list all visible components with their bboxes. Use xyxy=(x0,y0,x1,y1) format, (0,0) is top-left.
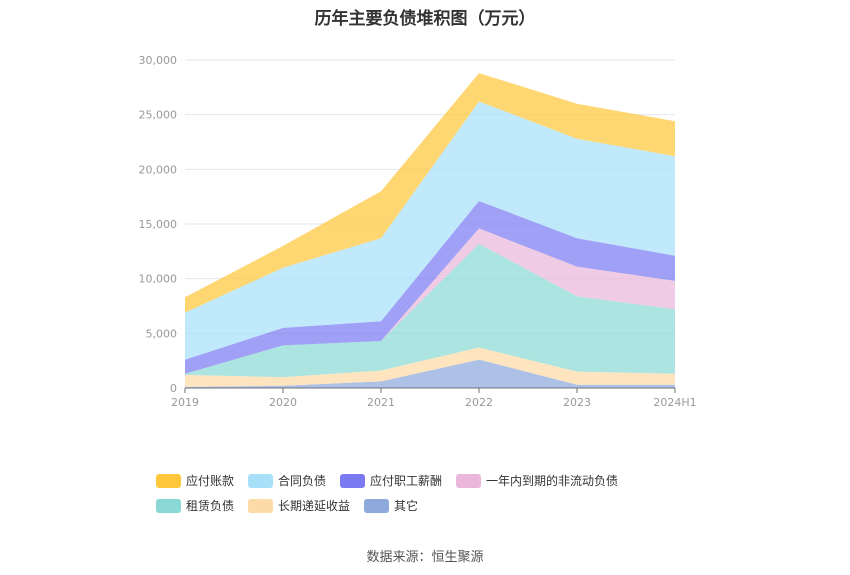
area-应付账款 xyxy=(185,73,675,313)
area-合同负债 xyxy=(185,101,675,360)
legend: 应付账款 合同负债 应付职工薪酬 一年内到期的非流动负债租赁负债 长期递延收益 其它 xyxy=(156,472,716,522)
legend-item[interactable]: 合同负债 xyxy=(248,472,326,489)
chart-title: 历年主要负债堆积图（万元） xyxy=(314,9,536,29)
axes: 0 5,000 10,000 15,000 20,000 25,000 30,000 2019… xyxy=(139,54,697,409)
legend-label: 一年内到期的非流动负债 xyxy=(486,474,619,488)
x-tick-label: 2019 xyxy=(171,396,199,409)
area-一年内到期的非流动负债 xyxy=(185,228,675,374)
y-tick-label: 20,000 xyxy=(139,163,178,176)
x-tick-label: 2022 xyxy=(465,396,493,409)
legend-label: 其它 xyxy=(394,499,419,513)
source-note: 数据来源：恒生聚源 xyxy=(366,550,484,565)
legend-label: 应付账款 xyxy=(186,474,235,488)
legend-item[interactable]: 应付账款 xyxy=(156,472,234,489)
legend-swatch xyxy=(364,498,390,513)
legend-label: 租赁负债 xyxy=(186,499,235,513)
legend-swatch xyxy=(156,473,181,488)
area-租赁负债 xyxy=(185,243,675,378)
x-tick-label: 2021 xyxy=(367,396,395,409)
legend-item[interactable]: 租赁负债 xyxy=(156,497,234,514)
area-应付职工薪酬 xyxy=(185,201,675,374)
legend-item[interactable]: 应付职工薪酬 xyxy=(340,472,442,489)
area-长期递延收益 xyxy=(185,347,675,387)
y-tick-label: 25,000 xyxy=(139,109,178,122)
y-tick-label: 0 xyxy=(170,382,177,395)
y-tick-label: 10,000 xyxy=(139,273,178,286)
legend-item[interactable]: 长期递延收益 xyxy=(248,497,350,514)
x-tick-label: 2023 xyxy=(563,396,591,409)
area-series xyxy=(185,73,675,388)
y-tick-label: 15,000 xyxy=(139,218,178,231)
legend-swatch xyxy=(248,498,274,513)
legend-swatch xyxy=(248,473,274,488)
legend-label: 应付职工薪酬 xyxy=(370,474,443,488)
legend-swatch xyxy=(340,473,366,488)
stacked-area-chart: 0 5,000 10,000 15,000 20,000 25,000 30,000 2019… xyxy=(139,54,697,409)
y-tick-label: 30,000 xyxy=(139,54,178,67)
legend-label: 长期递延收益 xyxy=(278,499,351,513)
area-其它 xyxy=(185,359,675,388)
x-tick-label: 2024H1 xyxy=(653,396,696,409)
legend-swatch xyxy=(156,498,181,513)
y-tick-label: 5,000 xyxy=(146,327,178,340)
x-tick-label: 2020 xyxy=(269,396,297,409)
legend-label: 合同负债 xyxy=(278,474,327,488)
legend-item[interactable]: 一年内到期的非流动负债 xyxy=(456,472,618,489)
legend-swatch xyxy=(456,473,482,488)
legend-item[interactable]: 其它 xyxy=(364,497,418,514)
